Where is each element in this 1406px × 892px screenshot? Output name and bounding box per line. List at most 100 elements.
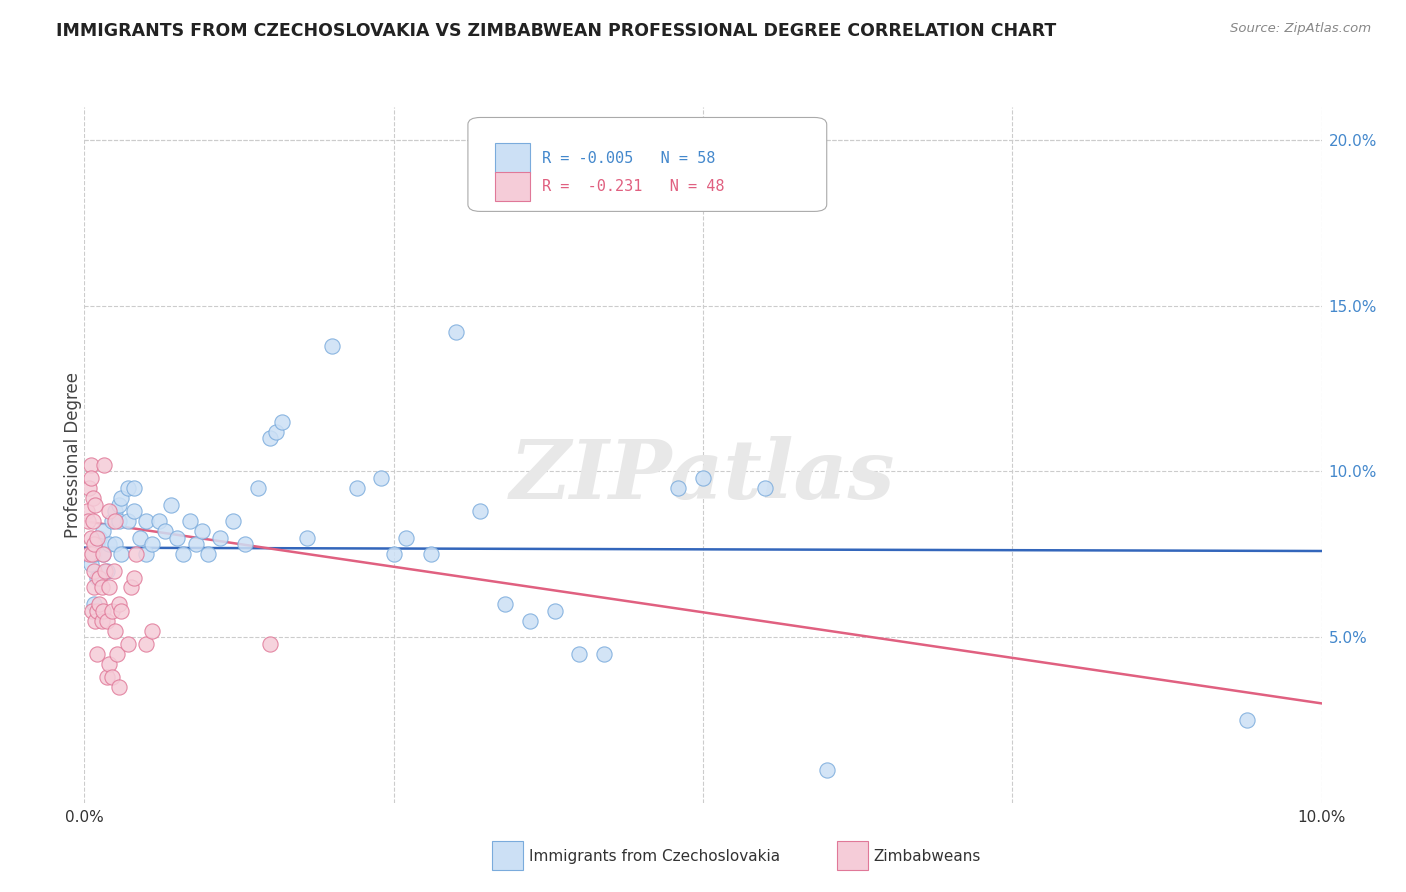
Point bbox=[83, 581, 105, 595]
Point bbox=[83, 564, 105, 578]
Point bbox=[86, 647, 108, 661]
Point bbox=[91, 547, 114, 561]
Point bbox=[519, 614, 541, 628]
Point bbox=[108, 498, 131, 512]
Point bbox=[172, 547, 194, 561]
Point bbox=[96, 614, 118, 628]
Point bbox=[84, 498, 107, 512]
Point bbox=[117, 514, 139, 528]
FancyBboxPatch shape bbox=[468, 118, 827, 211]
Point bbox=[93, 458, 115, 472]
Point bbox=[264, 425, 287, 439]
Point bbox=[79, 558, 101, 572]
Point bbox=[666, 481, 689, 495]
Point bbox=[98, 504, 121, 518]
Bar bbox=[495, 172, 530, 202]
Point bbox=[108, 680, 131, 694]
Point bbox=[105, 647, 128, 661]
Text: Immigrants from Czechoslovakia: Immigrants from Czechoslovakia bbox=[529, 849, 780, 863]
Text: R = -0.005   N = 58: R = -0.005 N = 58 bbox=[543, 151, 716, 166]
Point bbox=[444, 326, 467, 340]
Text: Source: ZipAtlas.com: Source: ZipAtlas.com bbox=[1230, 22, 1371, 36]
Point bbox=[86, 537, 108, 551]
Point bbox=[135, 547, 157, 561]
Point bbox=[91, 547, 114, 561]
Bar bbox=[495, 144, 530, 173]
Point bbox=[179, 514, 201, 528]
Point bbox=[83, 547, 105, 561]
Point bbox=[259, 637, 281, 651]
Point bbox=[419, 547, 441, 561]
Point bbox=[125, 547, 148, 561]
Point bbox=[153, 524, 176, 538]
Point bbox=[103, 564, 125, 578]
Point bbox=[89, 570, 111, 584]
Point bbox=[148, 514, 170, 528]
Point bbox=[395, 531, 418, 545]
Point bbox=[100, 604, 122, 618]
Point bbox=[246, 481, 269, 495]
Point bbox=[382, 547, 405, 561]
Point bbox=[83, 537, 105, 551]
Point bbox=[543, 604, 565, 618]
Point bbox=[104, 537, 127, 551]
Point bbox=[100, 670, 122, 684]
Point bbox=[77, 514, 100, 528]
Point bbox=[108, 597, 131, 611]
Point bbox=[80, 604, 103, 618]
Point bbox=[76, 504, 98, 518]
Point bbox=[79, 471, 101, 485]
Point bbox=[96, 564, 118, 578]
Point bbox=[321, 338, 343, 352]
Point bbox=[593, 647, 616, 661]
Point bbox=[110, 547, 132, 561]
Point bbox=[100, 514, 122, 528]
Point bbox=[295, 531, 318, 545]
Point bbox=[692, 471, 714, 485]
Point bbox=[197, 547, 219, 561]
Point bbox=[84, 614, 107, 628]
Point bbox=[82, 491, 104, 505]
Point bbox=[82, 514, 104, 528]
Point bbox=[141, 537, 163, 551]
Point bbox=[90, 614, 112, 628]
Point bbox=[86, 531, 108, 545]
Point bbox=[90, 581, 112, 595]
Point bbox=[120, 581, 142, 595]
Point bbox=[98, 537, 121, 551]
Point bbox=[91, 604, 114, 618]
Point bbox=[191, 524, 214, 538]
Point bbox=[122, 570, 145, 584]
Point bbox=[815, 763, 838, 777]
Point bbox=[122, 504, 145, 518]
Point bbox=[96, 670, 118, 684]
Point bbox=[259, 431, 281, 445]
Point bbox=[166, 531, 188, 545]
Y-axis label: Professional Degree: Professional Degree bbox=[65, 372, 82, 538]
Point bbox=[494, 597, 516, 611]
Point bbox=[271, 415, 294, 429]
Point bbox=[135, 637, 157, 651]
Point bbox=[141, 624, 163, 638]
Point bbox=[233, 537, 256, 551]
Point bbox=[110, 491, 132, 505]
Text: ZIPatlas: ZIPatlas bbox=[510, 436, 896, 516]
Point bbox=[470, 504, 492, 518]
Point bbox=[79, 458, 101, 472]
Point bbox=[79, 547, 101, 561]
Point bbox=[98, 657, 121, 671]
Point bbox=[80, 547, 103, 561]
Point bbox=[89, 597, 111, 611]
Text: R =  -0.231   N = 48: R = -0.231 N = 48 bbox=[543, 179, 724, 194]
Point bbox=[86, 570, 108, 584]
Point bbox=[370, 471, 392, 485]
Point bbox=[568, 647, 591, 661]
Point bbox=[135, 514, 157, 528]
Point bbox=[98, 581, 121, 595]
Point bbox=[83, 597, 105, 611]
Point bbox=[184, 537, 207, 551]
Point bbox=[110, 604, 132, 618]
Point bbox=[79, 481, 101, 495]
Point bbox=[754, 481, 776, 495]
Point bbox=[86, 604, 108, 618]
